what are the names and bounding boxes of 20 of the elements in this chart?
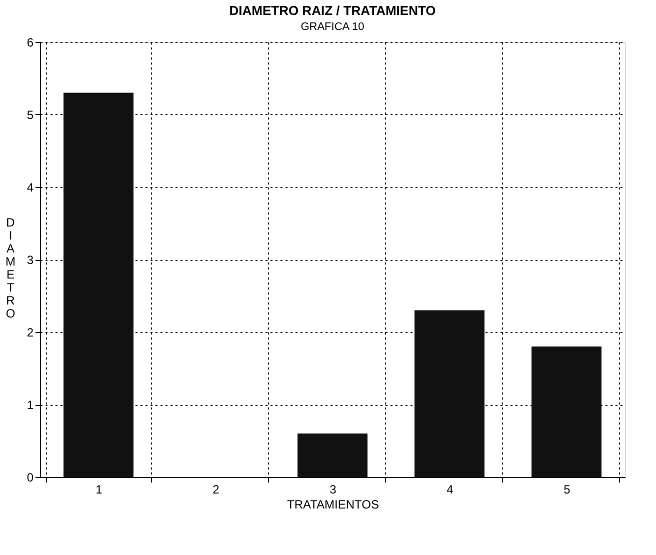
x-tick-label: 5 bbox=[564, 482, 571, 496]
x-tick-label: 3 bbox=[330, 482, 337, 496]
chart-title: DIAMETRO RAIZ / TRATAMIENTO bbox=[229, 3, 436, 18]
x-tick-label: 1 bbox=[96, 482, 103, 496]
y-tick-label: 5 bbox=[26, 108, 34, 122]
x-axis-title: TRATAMIENTOS bbox=[286, 498, 380, 512]
y-axis-title: DIAMETRO bbox=[6, 216, 16, 320]
bar bbox=[532, 346, 602, 477]
y-tick-label: 2 bbox=[26, 326, 34, 340]
y-tick-label: 4 bbox=[26, 180, 34, 194]
y-tick-label: 3 bbox=[26, 253, 34, 267]
x-tick-label: 4 bbox=[446, 482, 454, 496]
bar bbox=[64, 92, 134, 477]
y-tick-label: 0 bbox=[26, 470, 34, 484]
bar bbox=[298, 434, 368, 477]
y-tick-label: 6 bbox=[26, 36, 34, 50]
y-tick-label: 1 bbox=[26, 398, 34, 412]
chart-subtitle: GRAFICA 10 bbox=[300, 21, 364, 33]
bar bbox=[414, 310, 484, 477]
x-tick-label: 2 bbox=[212, 482, 220, 496]
